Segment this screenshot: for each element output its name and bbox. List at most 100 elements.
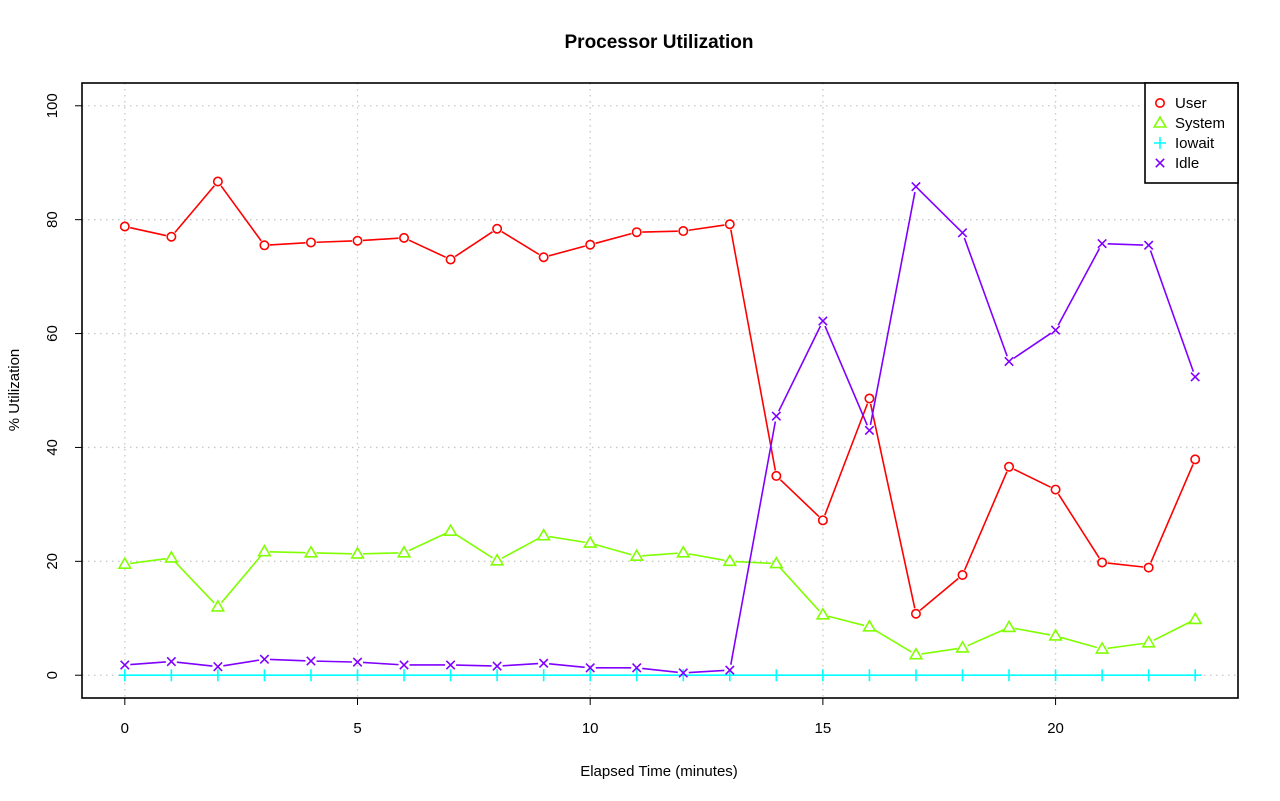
data-point [818,316,828,326]
series-line-segment [269,658,306,662]
data-point [166,231,177,242]
data-point [956,669,969,682]
series-line-segment [548,535,585,544]
data-point [677,669,690,682]
data-point [305,237,316,248]
series-line-segment [130,557,167,565]
series-line-segment [919,189,960,230]
series-line-segment [778,325,822,412]
series-line-segment [688,669,725,674]
series-line-segment [316,552,353,555]
series-line-segment [642,667,678,674]
series-line-segment [824,325,869,426]
data-point [536,528,551,541]
axes: 0 5 10 15 20 0 20 40 60 80 100 [44,93,1064,737]
series-line-segment [963,471,1008,571]
legend: User System Iowait Idle [1144,82,1239,184]
data-point [1143,240,1154,251]
data-point [725,665,735,675]
series-line-segment [1149,250,1195,372]
data-point [164,550,179,563]
data-point [1050,484,1061,495]
x-tick-label: 15 [815,720,832,737]
data-point [1187,611,1203,625]
data-point [538,658,549,669]
data-point [1097,557,1108,568]
data-point [1003,669,1016,682]
series-line-segment [873,628,912,653]
legend-marker [1155,158,1165,168]
series-line-segment [1057,248,1101,326]
y-axis-label: % Utilization [6,349,23,432]
data-point [584,669,597,682]
series-line-segment [130,661,166,666]
series-line-segment [730,229,777,471]
legend-marker [1155,98,1166,109]
series-line-segment [502,662,539,667]
data-point [863,669,876,682]
data-point [492,223,503,234]
series-line-segment [1014,627,1051,636]
x-tick-label: 20 [1047,720,1064,737]
data-point [909,669,922,682]
series-line-segment [220,555,262,604]
data-point [213,661,223,672]
legend-marker [1152,115,1168,128]
data-point [1190,372,1200,382]
data-point [1097,238,1107,249]
data-point [630,669,643,682]
data-point [352,657,363,667]
series-line-segment [869,191,916,426]
series-line-segment [548,245,586,257]
data-point [864,393,875,404]
data-point [770,669,783,682]
x-tick-label: 5 [353,720,361,737]
series-line-segment [1057,493,1100,559]
data-point [585,663,595,673]
data-point [258,669,271,682]
data-point [443,523,458,536]
data-point [211,669,224,682]
series-line-segment [220,185,262,242]
data-point [957,569,968,580]
series-line-segment [921,647,958,655]
data-point [1094,641,1110,654]
data-point [722,553,737,567]
series-line-segment [1107,242,1144,246]
data-point [631,227,642,238]
series-line-segment [963,237,1008,357]
data-point [259,240,270,251]
series-line-segment [174,185,215,234]
data-point [957,227,968,238]
data-point [817,515,828,526]
series-line-segment [362,552,399,555]
data-point [257,544,272,557]
series-line-segment [1013,468,1051,488]
y-tick-label: 0 [44,671,61,679]
series-system [117,523,1203,660]
series-line-segment [642,552,678,557]
data-point [911,181,921,192]
data-point [1143,562,1154,573]
data-point [676,545,691,558]
series-line-segment [269,550,306,554]
series-line-segment [730,421,777,665]
series-line-segment [688,552,725,562]
data-point [1001,619,1017,633]
legend-label: System [1175,115,1225,132]
data-point [1049,669,1062,682]
series-line-segment [501,230,540,256]
data-point [862,619,877,632]
series-line-segment [223,659,260,667]
series-line-segment [1150,464,1194,563]
data-point [351,669,364,682]
y-tick-label: 100 [44,93,61,118]
x-axis-label: Elapsed Time (minutes) [580,763,738,780]
data-point [1048,628,1063,641]
series-line-segment [595,543,632,556]
data-point [908,647,924,660]
data-point [538,252,549,263]
data-point [491,669,504,682]
data-point [631,663,642,673]
plot-frame [81,82,1239,699]
